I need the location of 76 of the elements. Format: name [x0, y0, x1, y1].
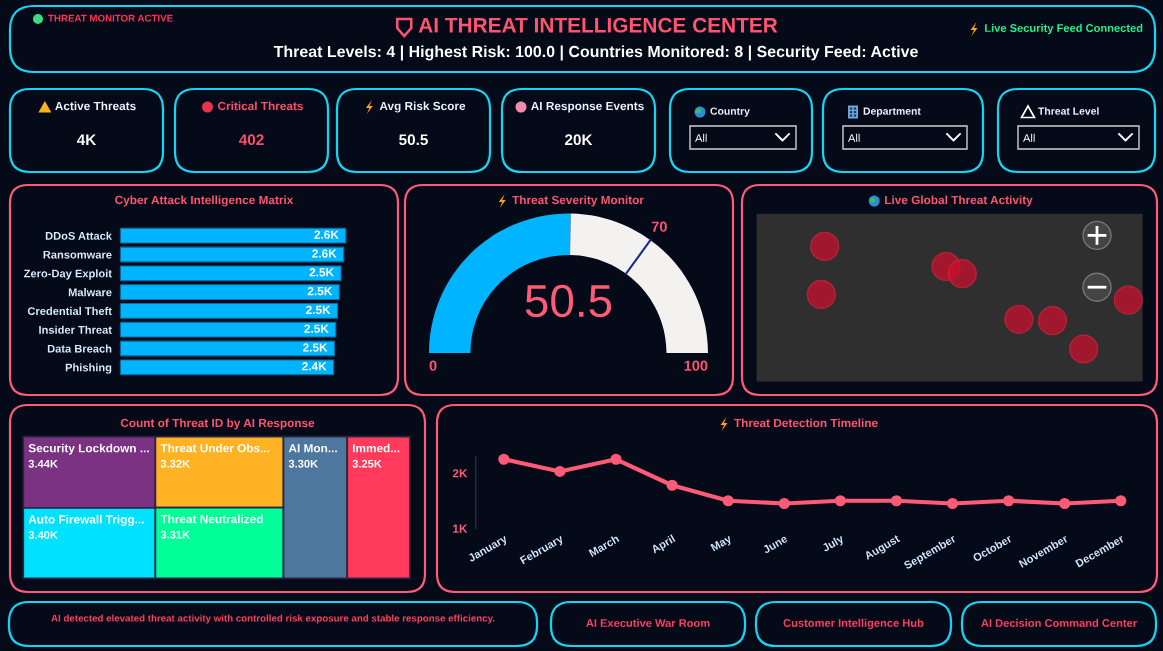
- text: All: [695, 133, 707, 142]
- text: 50.5: [399, 134, 428, 146]
- text: Count of Threat ID by AI Response: [120, 418, 315, 430]
- data-label: 3.44K: [28, 459, 58, 468]
- y-tick-label: Data Breach: [47, 344, 112, 353]
- text: AI detected elevated threat activity with controlled risk exposure and stable response efficiency.: [51, 614, 495, 624]
- text: Department: [863, 107, 921, 117]
- text: 0: [429, 360, 437, 371]
- y-tick-label: Phishing: [65, 363, 112, 374]
- data-label: 2.5K: [309, 268, 334, 277]
- point: [666, 479, 678, 491]
- data-label: 2.5K: [307, 286, 333, 296]
- data-label: 2.5K: [304, 324, 329, 333]
- data-label: 2.5K: [303, 343, 328, 352]
- point: [946, 497, 959, 510]
- x-tick-label: July: [821, 533, 846, 554]
- data-label: 3.25K: [352, 459, 382, 468]
- text: 100: [684, 360, 708, 371]
- x-tick-label: June: [762, 534, 789, 554]
- text: All: [1023, 133, 1035, 142]
- text: 4K: [76, 134, 97, 145]
- text: Threat Levels: 4 | Highest Risk: 100.0 | Countries Monitored: 8 | Security Feed: Active: [273, 45, 918, 61]
- category-label: Auto Firewall Trigg...: [28, 514, 144, 526]
- text: THREAT MONITOR ACTIVE: [48, 14, 173, 22]
- y-tick-label: Credential Theft: [27, 306, 112, 316]
- category-label: Immed...: [353, 443, 400, 453]
- y-tick-label: 2K: [452, 469, 468, 478]
- category-label: Security Lockdown ...: [28, 443, 149, 455]
- category-label: Threat Under Obs...: [160, 443, 270, 453]
- y-tick-label: DDoS Attack: [45, 231, 112, 240]
- point: [890, 495, 902, 507]
- data-label: 50.5: [525, 284, 612, 318]
- text: 70: [651, 221, 667, 232]
- text: Live Global Threat Activity: [885, 195, 1033, 207]
- category-label: Threat Neutralized: [160, 514, 263, 524]
- point: [722, 495, 734, 507]
- category-label: AI Mon...: [288, 444, 337, 453]
- text: Critical Threats: [218, 101, 303, 111]
- text: Avg Risk Score: [379, 101, 466, 113]
- data-label: 2.5K: [306, 305, 331, 315]
- point: [498, 453, 510, 465]
- text: AI Decision Command Center: [981, 618, 1137, 627]
- text: AI THREAT INTELLIGENCE CENTER: [418, 17, 778, 33]
- y-tick-label: Malware: [68, 288, 112, 297]
- data-label: 3.32K: [160, 459, 190, 468]
- point: [610, 453, 622, 465]
- data-label: 2.6K: [314, 230, 339, 239]
- text: Country: [710, 107, 750, 117]
- y-tick-label: Zero-Day Exploit: [24, 269, 112, 280]
- text: Threat Level: [1038, 107, 1099, 115]
- data-label: 2.6K: [312, 249, 337, 258]
- text: AI Executive War Room: [586, 618, 710, 627]
- text: Customer Intelligence Hub: [783, 618, 924, 630]
- data-label: 3.31K: [160, 530, 190, 539]
- data-label: 3.40K: [28, 531, 58, 539]
- chart-title: Cyber Attack Intelligence Matrix: [115, 195, 294, 207]
- data-label: 2.4K: [302, 362, 327, 371]
- point: [834, 495, 846, 507]
- y-tick-label: 1K: [453, 524, 468, 533]
- y-tick-label: Insider Threat: [39, 325, 112, 334]
- x-tick-label: May: [710, 534, 734, 554]
- point: [554, 465, 566, 477]
- text: Active Threats: [55, 101, 136, 111]
- chart-title: Threat Detection Timeline: [734, 418, 878, 428]
- y-tick-label: Ransomware: [43, 250, 112, 259]
- point: [1059, 497, 1071, 510]
- chart-title: Threat Severity Monitor: [512, 195, 644, 207]
- text: AI Response Events: [531, 101, 644, 113]
- data-label: 3.30K: [288, 459, 319, 468]
- point: [1003, 495, 1015, 507]
- text: 402: [238, 134, 264, 146]
- text: Live Security Feed Connected: [985, 23, 1143, 35]
- text: 20K: [565, 134, 593, 146]
- text: All: [848, 133, 860, 142]
- point: [778, 497, 790, 510]
- point: [1115, 495, 1127, 507]
